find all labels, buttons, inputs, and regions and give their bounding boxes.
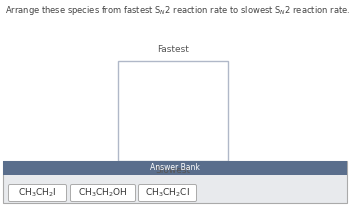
FancyBboxPatch shape (70, 185, 135, 201)
Text: CH$_3$CH$_2$I: CH$_3$CH$_2$I (18, 187, 57, 199)
FancyBboxPatch shape (8, 185, 66, 201)
Text: Fastest: Fastest (157, 45, 189, 54)
Text: CH$_3$CH$_2$Cl: CH$_3$CH$_2$Cl (145, 187, 190, 199)
Text: Slowest: Slowest (155, 166, 190, 175)
Text: Arrange these species from fastest S$_N$2 reaction rate to slowest S$_N$2 reacti: Arrange these species from fastest S$_N$… (5, 4, 350, 17)
Text: Answer Bank: Answer Bank (150, 164, 200, 172)
FancyBboxPatch shape (118, 61, 228, 161)
FancyBboxPatch shape (3, 161, 347, 175)
Text: CH$_3$CH$_2$OH: CH$_3$CH$_2$OH (78, 187, 128, 199)
FancyBboxPatch shape (3, 161, 347, 203)
FancyBboxPatch shape (139, 185, 196, 201)
